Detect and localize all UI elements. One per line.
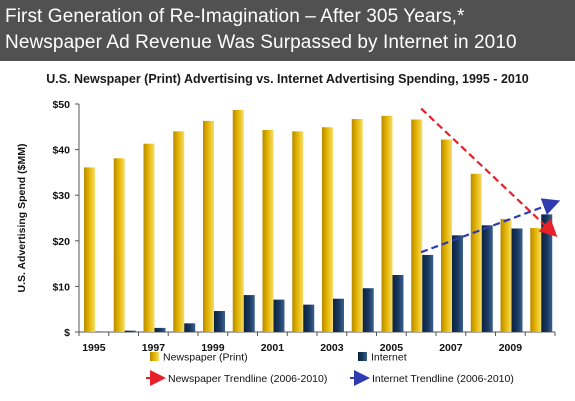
bar-newspaper-1996 [113,158,125,332]
internet-trendline [420,198,561,254]
bar-internet-2005 [392,275,404,332]
x-tick-label: 2003 [320,342,344,354]
header-line-2: Newspaper Ad Revenue Was Surpassed by In… [5,32,517,53]
bar-internet-1995 [95,331,106,333]
y-tick-label: $40 [52,145,70,157]
bar-newspaper-2004 [351,119,363,332]
bar-internet-2004 [362,288,374,332]
bar-internet-2001 [273,299,285,332]
bar-internet-1999 [214,311,225,332]
x-tick-label: 2009 [499,342,523,354]
slide-header: First Generation of Re-Imagination – Aft… [0,0,575,61]
legend-newspaper-trendline-label: Newspaper Trendline (2006-2010) [168,373,327,385]
bar-newspaper-2001 [262,129,274,332]
bar-newspaper-2007 [441,139,452,332]
bar-internet-2010 [541,214,553,332]
bar-newspaper-2005 [381,115,393,332]
bar-internet-1996 [124,330,136,332]
x-tick-label: 1997 [142,342,166,354]
bar-newspaper-2008 [470,173,482,332]
bar-internet-2003 [333,298,344,332]
y-tick-label: $ [64,327,70,339]
bar-newspaper-1997 [143,143,155,332]
bar-internet-2007 [452,235,463,332]
bar-internet-2002 [303,304,315,332]
x-tick-label: 2005 [380,342,404,354]
bar-internet-1997 [154,327,166,332]
y-tick-label: $50 [52,99,70,111]
chart-title: U.S. Newspaper (Print) Advertising vs. I… [46,72,529,86]
y-axis-label: U.S. Advertising Spend ($MM) [16,144,28,293]
legend-internet-trendline-label: Internet Trendline (2006-2010) [372,373,514,385]
bar-internet-2000 [243,295,255,332]
x-tick-label: 2001 [261,342,285,354]
bar-newspaper-2010 [530,228,542,332]
y-tick-label: $20 [52,236,70,248]
bar-newspaper-2003 [322,127,333,332]
bar-internet-2008 [481,225,493,332]
x-tick-label: 1999 [201,342,225,354]
x-tick-label: 1995 [82,342,106,354]
bar-newspaper-1999 [203,120,214,332]
bar-internet-1998 [184,323,196,332]
header-line-1: First Generation of Re-Imagination – Aft… [5,6,465,27]
bar-newspaper-2009 [500,218,512,332]
bar-internet-2006 [422,254,434,332]
x-tick-label: 2007 [439,342,463,354]
bar-newspaper-1995 [84,167,95,332]
bar-newspaper-2006 [411,119,423,332]
legend-internet-label: Internet [371,352,407,364]
legend-internet-swatch [358,352,367,361]
legend-newspaper-swatch [150,352,159,361]
newspaper-trendline [420,107,558,237]
bar-internet-2009 [511,228,523,332]
bar-newspaper-2000 [232,109,244,332]
y-tick-label: $10 [52,281,70,293]
y-tick-label: $30 [52,190,70,202]
legend-newspaper-label: Newspaper (Print) [163,352,248,364]
bar-newspaper-2002 [292,131,304,332]
bar-newspaper-1998 [173,131,185,332]
